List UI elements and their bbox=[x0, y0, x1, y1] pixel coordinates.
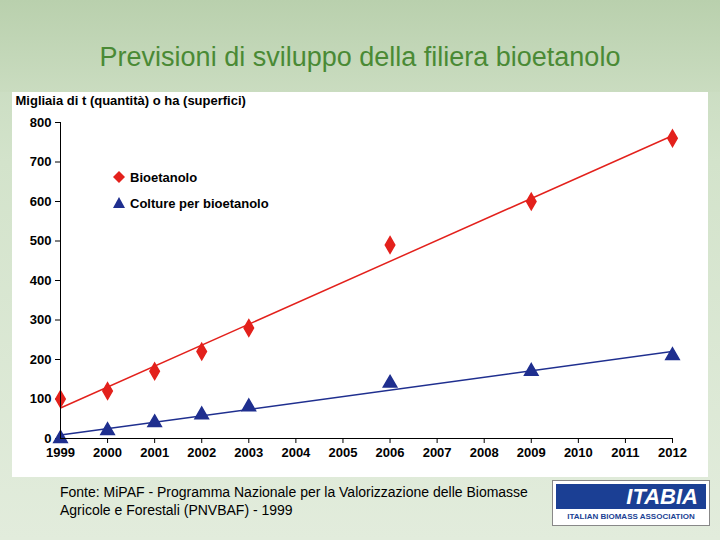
svg-text:2011: 2011 bbox=[611, 445, 639, 460]
svg-text:Migliaia di t (quantità) o ha: Migliaia di t (quantità) o ha (superfici… bbox=[16, 93, 246, 108]
html-text:Colture per bioetanolo: Colture per bioetanolo bbox=[130, 195, 269, 211]
svg-text:2012: 2012 bbox=[658, 445, 687, 460]
svg-text:2007: 2007 bbox=[423, 445, 452, 460]
svg-text:2002: 2002 bbox=[187, 445, 216, 460]
svg-text:600: 600 bbox=[30, 194, 52, 209]
svg-text:200: 200 bbox=[30, 352, 52, 367]
svg-text:2010: 2010 bbox=[564, 445, 593, 460]
html-text:Previsioni di sviluppo della f: Previsioni di sviluppo della filiera bio… bbox=[99, 42, 621, 72]
html-text:ITABIA: ITABIA bbox=[626, 484, 698, 509]
svg-text:2001: 2001 bbox=[140, 445, 169, 460]
svg-text:400: 400 bbox=[30, 273, 52, 288]
html-text:Bioetanolo: Bioetanolo bbox=[130, 169, 198, 185]
svg-text:100: 100 bbox=[30, 391, 52, 406]
svg-text:2006: 2006 bbox=[376, 445, 405, 460]
svg-text:2003: 2003 bbox=[234, 445, 263, 460]
svg-text:2005: 2005 bbox=[329, 445, 358, 460]
html-text:ITALIAN BIOMASS ASSOCIATION: ITALIAN BIOMASS ASSOCIATION bbox=[567, 512, 695, 521]
svg-text:800: 800 bbox=[30, 115, 52, 130]
svg-text:0: 0 bbox=[44, 431, 51, 446]
svg-text:2000: 2000 bbox=[93, 445, 122, 460]
svg-text:2008: 2008 bbox=[470, 445, 499, 460]
svg-text:300: 300 bbox=[30, 312, 52, 327]
svg-text:700: 700 bbox=[30, 154, 52, 169]
html-text:Fonte: MiPAF - Programma Nazio: Fonte: MiPAF - Programma Nazionale per l… bbox=[60, 484, 528, 518]
svg-text:2009: 2009 bbox=[517, 445, 546, 460]
svg-text:500: 500 bbox=[30, 233, 52, 248]
svg-text:2004: 2004 bbox=[281, 445, 311, 460]
svg-text:1999: 1999 bbox=[46, 445, 75, 460]
